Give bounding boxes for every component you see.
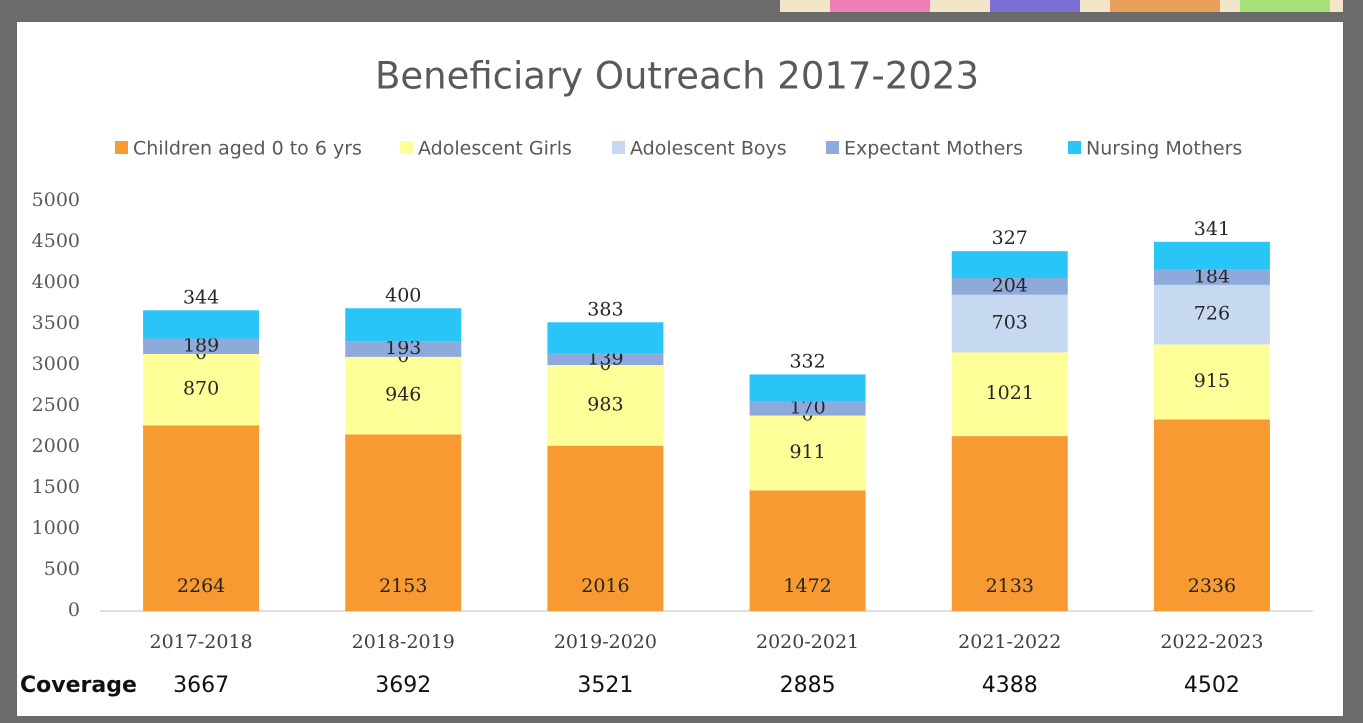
legend-label: Children aged 0 to 6 yrs <box>133 138 362 160</box>
coverage-value: 4388 <box>982 673 1038 698</box>
data-label: 911 <box>789 441 825 463</box>
bar-segment <box>143 354 260 426</box>
y-tick-label: 5000 <box>32 189 80 211</box>
x-tick-label: 2021-2022 <box>958 631 1061 653</box>
bar-segment <box>345 434 462 611</box>
data-label: 2016 <box>581 575 629 597</box>
data-label: 2153 <box>379 575 427 597</box>
bar-segment <box>951 251 1068 278</box>
bar-segment <box>345 341 462 357</box>
coverage-label: Coverage <box>20 673 137 698</box>
y-tick-label: 4500 <box>32 230 80 252</box>
bar-segment <box>749 490 866 611</box>
bar-segment <box>143 310 260 339</box>
x-tick-label: 2018-2019 <box>352 631 455 653</box>
bar-segment <box>1153 241 1270 270</box>
coverage-value: 3521 <box>577 673 633 698</box>
data-label: 2133 <box>986 575 1034 597</box>
x-tick-label: 2017-2018 <box>150 631 253 653</box>
data-label: 383 <box>587 298 623 320</box>
y-tick-label: 0 <box>68 599 80 621</box>
data-label: 915 <box>1194 370 1230 392</box>
bar-segment <box>1153 344 1270 420</box>
y-tick-label: 1500 <box>32 476 80 498</box>
legend-swatch <box>612 141 625 154</box>
data-label: 983 <box>587 393 623 415</box>
bar-segment <box>951 352 1068 437</box>
x-tick-label: 2022-2023 <box>1160 631 1263 653</box>
data-label: 170 <box>789 397 825 419</box>
y-tick-label: 3000 <box>32 353 80 375</box>
coverage-value: 3667 <box>173 673 229 698</box>
data-label: 2264 <box>177 575 225 597</box>
data-label: 189 <box>183 334 219 356</box>
y-tick-label: 500 <box>44 558 80 580</box>
y-tick-label: 2500 <box>32 394 80 416</box>
bar-segment <box>345 356 462 435</box>
legend-swatch <box>400 141 413 154</box>
legend-label: Adolescent Girls <box>418 138 572 160</box>
bar-segment <box>547 322 664 354</box>
bar-segment <box>951 277 1068 295</box>
legend-swatch <box>826 141 839 154</box>
bar-segment <box>547 445 664 611</box>
data-label: 184 <box>1194 265 1230 287</box>
bar-segment <box>1153 419 1270 611</box>
data-label: 400 <box>385 284 421 306</box>
data-label: 204 <box>992 274 1028 296</box>
data-label: 344 <box>183 286 219 308</box>
bar-segment <box>143 425 260 611</box>
bar-segment <box>143 338 260 355</box>
coverage-value: 3692 <box>375 673 431 698</box>
legend-label: Nursing Mothers <box>1086 138 1242 160</box>
legend-label: Expectant Mothers <box>844 138 1023 160</box>
bar-segment <box>951 436 1068 611</box>
decoration <box>780 0 1343 12</box>
y-tick-label: 3500 <box>32 312 80 334</box>
coverage-value: 2885 <box>780 673 836 698</box>
coverage-value: 4502 <box>1184 673 1240 698</box>
bar-segment <box>547 365 664 446</box>
data-label: 193 <box>385 337 421 359</box>
data-label: 2336 <box>1188 575 1236 597</box>
data-label: 726 <box>1194 303 1230 325</box>
legend-swatch <box>1068 141 1081 154</box>
y-tick-label: 2000 <box>32 435 80 457</box>
legend-label: Adolescent Boys <box>630 138 787 160</box>
data-label: 703 <box>992 312 1028 334</box>
x-tick-label: 2019-2020 <box>554 631 657 653</box>
bar-segment <box>1153 284 1270 345</box>
legend-swatch <box>115 141 128 154</box>
data-label: 332 <box>789 350 825 372</box>
data-label: 946 <box>385 384 421 406</box>
data-label: 341 <box>1194 218 1230 240</box>
x-tick-label: 2020-2021 <box>756 631 859 653</box>
bar-segment <box>345 308 462 342</box>
data-label: 1472 <box>783 575 831 597</box>
bar-segment <box>951 294 1068 353</box>
y-tick-label: 1000 <box>32 517 80 539</box>
chart-title: Beneficiary Outreach 2017-2023 <box>375 55 979 98</box>
bar-segment <box>547 353 664 366</box>
data-label: 327 <box>992 227 1028 249</box>
y-tick-label: 4000 <box>32 271 80 293</box>
data-label: 870 <box>183 378 219 400</box>
bar-segment <box>1153 269 1270 285</box>
data-label: 1021 <box>986 382 1034 404</box>
bar-segment <box>749 374 866 402</box>
bar-segment <box>749 401 866 416</box>
bar-segment <box>749 415 866 491</box>
